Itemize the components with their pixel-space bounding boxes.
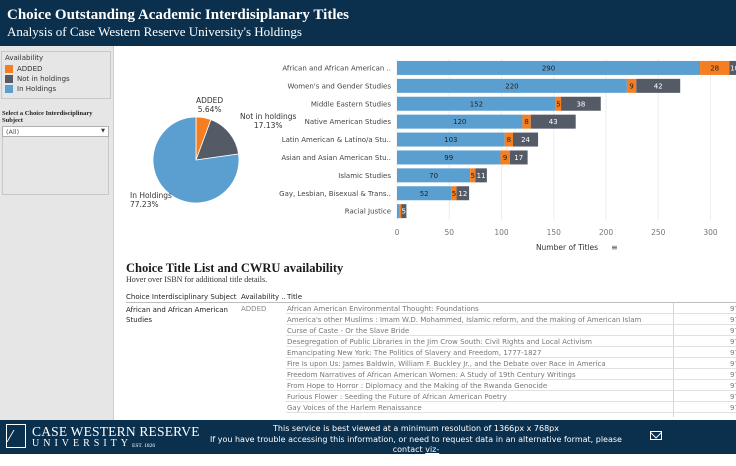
isbn-cell[interactable]: 97 [730, 338, 736, 346]
category-label[interactable]: African and African American .. [282, 64, 391, 72]
accessibility-text: If you have trouble accessing this infor… [210, 435, 622, 455]
x-tick-label: 250 [651, 228, 666, 237]
contact-link[interactable]: viz- [425, 445, 439, 454]
title-cell: Gay Voices of the Harlem Renaissance [287, 404, 422, 412]
availability-cell: ADDED [241, 305, 266, 313]
bar-value-label: 99 [444, 154, 453, 162]
bar-value-label: 12 [458, 190, 467, 198]
table-section-subtitle: Hover over ISBN for additional title det… [126, 275, 267, 284]
isbn-cell[interactable]: 97 [730, 305, 736, 313]
bar-value-label: 8 [524, 118, 528, 126]
title-cell: Freedom Narratives of African American W… [287, 371, 576, 379]
title-cell: Curse of Caste - Or the Slave Bride [287, 327, 409, 335]
table-row[interactable]: Curse of Caste - Or the Slave Bride 97 [286, 325, 736, 336]
x-tick-label: 100 [494, 228, 509, 237]
title-cell: Desegregation of Public Libraries in the… [287, 338, 592, 346]
table-row[interactable]: From Hope to Horror : Diplomacy and the … [286, 380, 736, 391]
bar-value-label: 120 [453, 118, 466, 126]
title-cell: America's other Muslims : Imam W.D. Moha… [287, 316, 641, 324]
title-cell: African American Environmental Thought: … [287, 305, 479, 313]
bar-value-label: 5 [556, 100, 560, 108]
sort-icon[interactable]: ≡ [611, 243, 618, 252]
column-header-availability[interactable]: Availability .. [241, 293, 286, 301]
title-cell: Fire Is upon Us: James Baldwin, William … [287, 360, 606, 368]
mail-icon[interactable] [650, 431, 662, 440]
isbn-cell[interactable]: 97 [730, 327, 736, 335]
table-row[interactable]: Emancipating New York: The Politics of S… [286, 347, 736, 358]
bar-value-label: 5 [402, 208, 406, 216]
isbn-cell[interactable]: 97 [730, 382, 736, 390]
table-row[interactable]: Fire Is upon Us: James Baldwin, William … [286, 358, 736, 369]
isbn-cell[interactable]: 97 [730, 360, 736, 368]
isbn-cell[interactable]: 97 [730, 371, 736, 379]
table-header: Choice Interdisciplinary Subject Availab… [126, 291, 736, 303]
x-tick-label: 50 [444, 228, 454, 237]
column-header-title[interactable]: Title [287, 293, 302, 301]
table-row[interactable]: African American Environmental Thought: … [286, 303, 736, 314]
bar-value-label: 152 [470, 100, 483, 108]
table-row[interactable]: Desegregation of Public Libraries in the… [286, 336, 736, 347]
bar-value-label: 9 [503, 154, 507, 162]
university-logo[interactable]: CASE WESTERN RESERVE UNIVERSITY EST. 182… [6, 424, 166, 452]
resolution-note: This service is best viewed at a minimum… [196, 424, 636, 435]
bar-value-label: 42 [654, 82, 663, 90]
category-label[interactable]: Women's and Gender Studies [287, 82, 391, 90]
title-cell: From Hope to Horror : Diplomacy and the … [287, 382, 547, 390]
category-label[interactable]: Racial Justice [345, 208, 391, 216]
bar-value-label: 103 [444, 136, 457, 144]
accessibility-note: If you have trouble accessing this infor… [196, 435, 636, 456]
shield-icon [6, 424, 26, 448]
title-cell: Emancipating New York: The Politics of S… [287, 349, 541, 357]
contact-link-continued[interactable]: accessibility@case.edu [196, 456, 636, 466]
bar-value-label: 5 [452, 190, 456, 198]
bar-value-label: 24 [521, 136, 530, 144]
logo-established: EST. 1826 [132, 443, 155, 449]
table-row[interactable]: Furious Flower : Seeding the Future of A… [286, 391, 736, 402]
bar-value-label: 290 [542, 64, 555, 72]
subject-cell: African and African American Studies [126, 305, 234, 325]
table-row[interactable]: Freedom Narratives of African American W… [286, 369, 736, 380]
table-section-title: Choice Title List and CWRU availability [126, 261, 343, 276]
x-tick-label: 200 [599, 228, 614, 237]
category-label[interactable]: Islamic Studies [338, 172, 391, 180]
footer: CASE WESTERN RESERVE UNIVERSITY EST. 182… [0, 420, 736, 454]
x-tick-label: 150 [547, 228, 562, 237]
bar-value-label: 5 [471, 172, 475, 180]
logo-subtitle: UNIVERSITY [32, 438, 132, 449]
bar-value-label: 28 [710, 64, 719, 72]
bar-value-label: 17 [514, 154, 523, 162]
category-label[interactable]: Middle Eastern Studies [311, 100, 391, 108]
bar-segment-in-holdings[interactable] [397, 204, 399, 218]
bar-value-label: 8 [507, 136, 511, 144]
bar-value-label: 9 [629, 82, 633, 90]
bar-value-label: 52 [420, 190, 429, 198]
footer-message: This service is best viewed at a minimum… [196, 424, 636, 466]
bar-value-label: 70 [429, 172, 438, 180]
isbn-cell[interactable]: 97 [730, 316, 736, 324]
bar-value-label: 220 [505, 82, 518, 90]
column-header-subject[interactable]: Choice Interdisciplinary Subject [126, 293, 237, 301]
category-label[interactable]: Asian and Asian American Stu.. [281, 154, 391, 162]
category-label[interactable]: Latin American & Latino/a Stu.. [282, 136, 391, 144]
x-axis-label: Number of Titles [536, 243, 598, 252]
category-label[interactable]: Gay, Lesbian, Bisexual & Trans.. [279, 190, 391, 198]
x-tick-label: 300 [703, 228, 718, 237]
x-tick-label: 0 [395, 228, 400, 237]
table-row[interactable]: Gay Voices of the Harlem Renaissance 97 [286, 402, 736, 413]
isbn-cell[interactable]: 97 [730, 349, 736, 357]
isbn-cell[interactable]: 97 [730, 404, 736, 412]
table-row[interactable]: America's other Muslims : Imam W.D. Moha… [286, 314, 736, 325]
title-cell: Furious Flower : Seeding the Future of A… [287, 393, 507, 401]
bar-value-label: 10 [730, 64, 736, 72]
titles-by-subject-bar-chart: 0 50 100 150 200 250 300 Number of Titles ≡ Afric… [0, 0, 736, 260]
bar-value-label: 43 [549, 118, 558, 126]
bar-value-label: 38 [576, 100, 585, 108]
bar-value-label: 11 [477, 172, 486, 180]
isbn-cell[interactable]: 97 [730, 393, 736, 401]
category-label[interactable]: Native American Studies [305, 118, 392, 126]
